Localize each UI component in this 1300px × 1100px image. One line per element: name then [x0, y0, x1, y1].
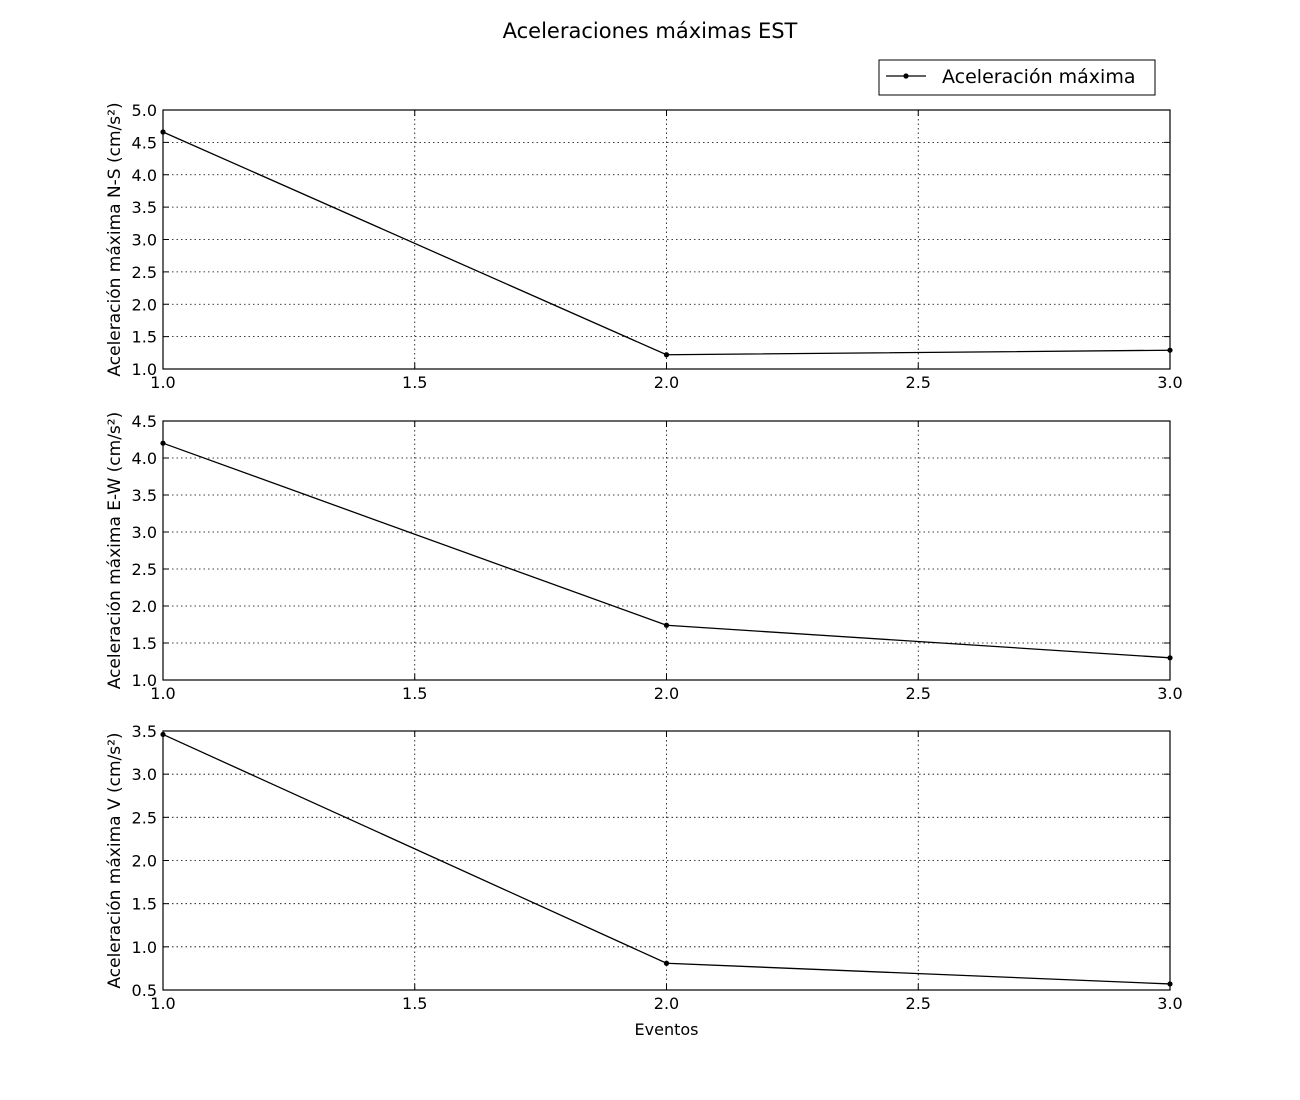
y-tick-label: 3.5: [132, 198, 157, 217]
y-tick-label: 1.5: [132, 328, 157, 347]
y-tick-label: 2.5: [132, 808, 157, 827]
x-tick-label: 2.0: [654, 373, 679, 392]
legend-box: [878, 59, 1156, 96]
y-tick-label: 3.0: [132, 765, 157, 784]
y-tick-label: 3.0: [132, 523, 157, 542]
y-tick-label: 3.0: [132, 231, 157, 250]
y-axis-label: Aceleración máxima V (cm/s²): [105, 732, 125, 988]
x-tick-label: 2.5: [906, 373, 931, 392]
x-tick-label: 1.5: [402, 373, 427, 392]
y-tick-label: 2.0: [132, 295, 157, 314]
y-tick-label: 2.5: [132, 263, 157, 282]
y-tick-label: 1.0: [132, 671, 157, 690]
y-tick-label: 1.5: [132, 634, 157, 653]
data-point: [663, 622, 670, 628]
y-tick-label: 1.0: [132, 938, 157, 957]
x-tick-label: 2.0: [654, 684, 679, 703]
y-axis-label: Aceleración máxima E-W (cm/s²): [105, 412, 125, 690]
axes-frame: [162, 420, 1171, 681]
x-tick-label: 3.0: [1157, 373, 1182, 392]
y-axis-label: Aceleración máxima N-S (cm/s²): [105, 102, 125, 376]
y-tick-label: 2.0: [132, 852, 157, 871]
y-tick-label: 1.0: [132, 360, 157, 379]
y-tick-label: 4.5: [132, 412, 157, 431]
x-tick-label: 2.5: [906, 994, 931, 1013]
legend: Aceleración máxima: [878, 59, 1156, 96]
x-tick-label: 1.0: [150, 994, 175, 1013]
y-tick-label: 4.5: [132, 133, 157, 152]
y-tick-label: 2.0: [132, 597, 157, 616]
y-tick-label: 2.5: [132, 560, 157, 579]
x-axis-label: Eventos: [635, 1020, 699, 1039]
y-tick-label: 3.5: [132, 722, 157, 741]
subplot-2: 1.0 1.5 2.0 2.5 3.0 1.0 1.5 2.0 2.5 3.0 3.5 4.0 4.5 A…: [105, 412, 1183, 703]
y-tick-label: 0.5: [132, 981, 157, 1000]
x-tick-label: 2.0: [654, 994, 679, 1013]
legend-label: Aceleración máxima: [942, 66, 1135, 88]
x-tick-label: 1.0: [150, 373, 175, 392]
legend-marker-sample: [903, 73, 909, 79]
y-tick-label: 5.0: [132, 101, 157, 120]
subplots: 1.0 1.5 2.0 2.5 3.0 1.0 1.5 2.0 2.5 3.0 3.5 4.0 4.5 5…: [105, 101, 1183, 1039]
subplot-1: 1.0 1.5 2.0 2.5 3.0 1.0 1.5 2.0 2.5 3.0 3.5 4.0 4.5 5…: [105, 101, 1183, 392]
x-tick-label: 1.0: [150, 684, 175, 703]
y-tick-label: 3.5: [132, 486, 157, 505]
data-point: [663, 960, 670, 966]
y-tick-label: 4.0: [132, 166, 157, 185]
x-tick-label: 1.5: [402, 684, 427, 703]
x-tick-label: 1.5: [402, 994, 427, 1013]
axes-frame: [162, 730, 1171, 991]
x-tick-label: 3.0: [1157, 994, 1182, 1013]
y-tick-label: 4.0: [132, 449, 157, 468]
y-tick-label: 1.5: [132, 895, 157, 914]
figure-title: Aceleraciones máximas EST: [503, 19, 798, 43]
x-tick-label: 2.5: [906, 684, 931, 703]
axes-frame: [162, 109, 1171, 370]
data-point: [663, 352, 670, 358]
x-tick-label: 3.0: [1157, 684, 1182, 703]
subplot-3: 1.0 1.5 2.0 2.5 3.00.51.01.52.02.53.03.5Acel…: [105, 722, 1183, 1039]
